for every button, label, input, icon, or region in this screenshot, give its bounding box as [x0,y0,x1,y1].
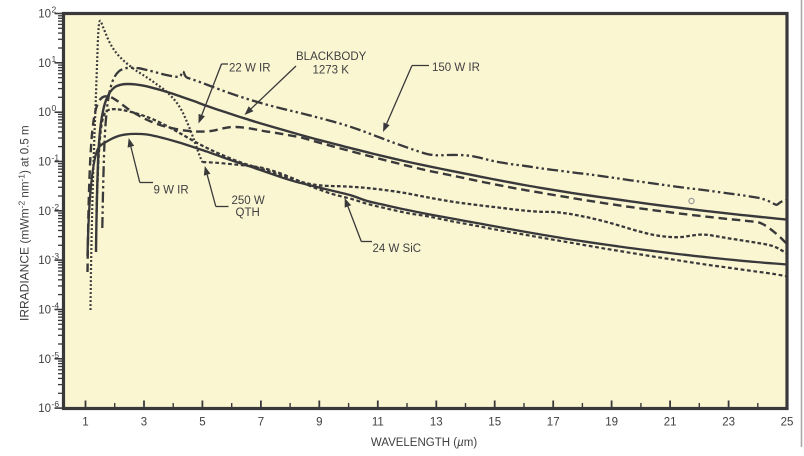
svg-text:IRRADIANCE (mWm-2 nm-1) at 0.5: IRRADIANCE (mWm-2 nm-1) at 0.5 m [17,125,32,321]
svg-text:BLACKBODY: BLACKBODY [296,51,367,63]
svg-text:17: 17 [547,417,560,429]
svg-text:QTH: QTH [236,207,260,219]
svg-text:-1: -1 [52,153,60,163]
svg-text:-2: -2 [52,202,60,212]
svg-text:-6: -6 [52,399,60,409]
svg-text:250 W: 250 W [232,195,265,207]
svg-text:5: 5 [199,417,205,429]
svg-text:9: 9 [316,417,322,429]
svg-text:10: 10 [38,255,51,267]
svg-text:23: 23 [722,417,735,429]
svg-text:-4: -4 [52,301,60,311]
svg-text:1273 K: 1273 K [313,65,350,77]
svg-text:10: 10 [38,305,51,317]
svg-text:10: 10 [38,9,51,21]
svg-text:25: 25 [781,417,794,429]
svg-text:19: 19 [605,417,618,429]
svg-text:24 W SiC: 24 W SiC [373,243,422,255]
svg-text:1: 1 [82,417,88,429]
svg-text:15: 15 [488,417,501,429]
svg-text:3: 3 [141,417,147,429]
svg-text:10: 10 [38,58,51,70]
svg-text:22 W IR: 22 W IR [229,63,271,75]
svg-text:11: 11 [372,417,384,429]
svg-text:10: 10 [38,157,51,169]
svg-text:10: 10 [38,354,51,366]
svg-text:10: 10 [38,107,51,119]
svg-text:WAVELENGTH (µm): WAVELENGTH (µm) [371,437,477,449]
svg-text:1: 1 [52,54,57,64]
svg-text:-5: -5 [52,350,60,360]
svg-text:0: 0 [52,103,57,113]
svg-text:7: 7 [258,417,264,429]
svg-text:150 W IR: 150 W IR [432,62,480,74]
svg-text:-3: -3 [52,251,60,261]
svg-text:2: 2 [52,5,57,15]
svg-text:10: 10 [38,206,51,218]
svg-text:10: 10 [38,403,51,415]
svg-text:21: 21 [664,417,677,429]
svg-text:9 W IR: 9 W IR [154,185,189,197]
svg-text:13: 13 [430,417,443,429]
